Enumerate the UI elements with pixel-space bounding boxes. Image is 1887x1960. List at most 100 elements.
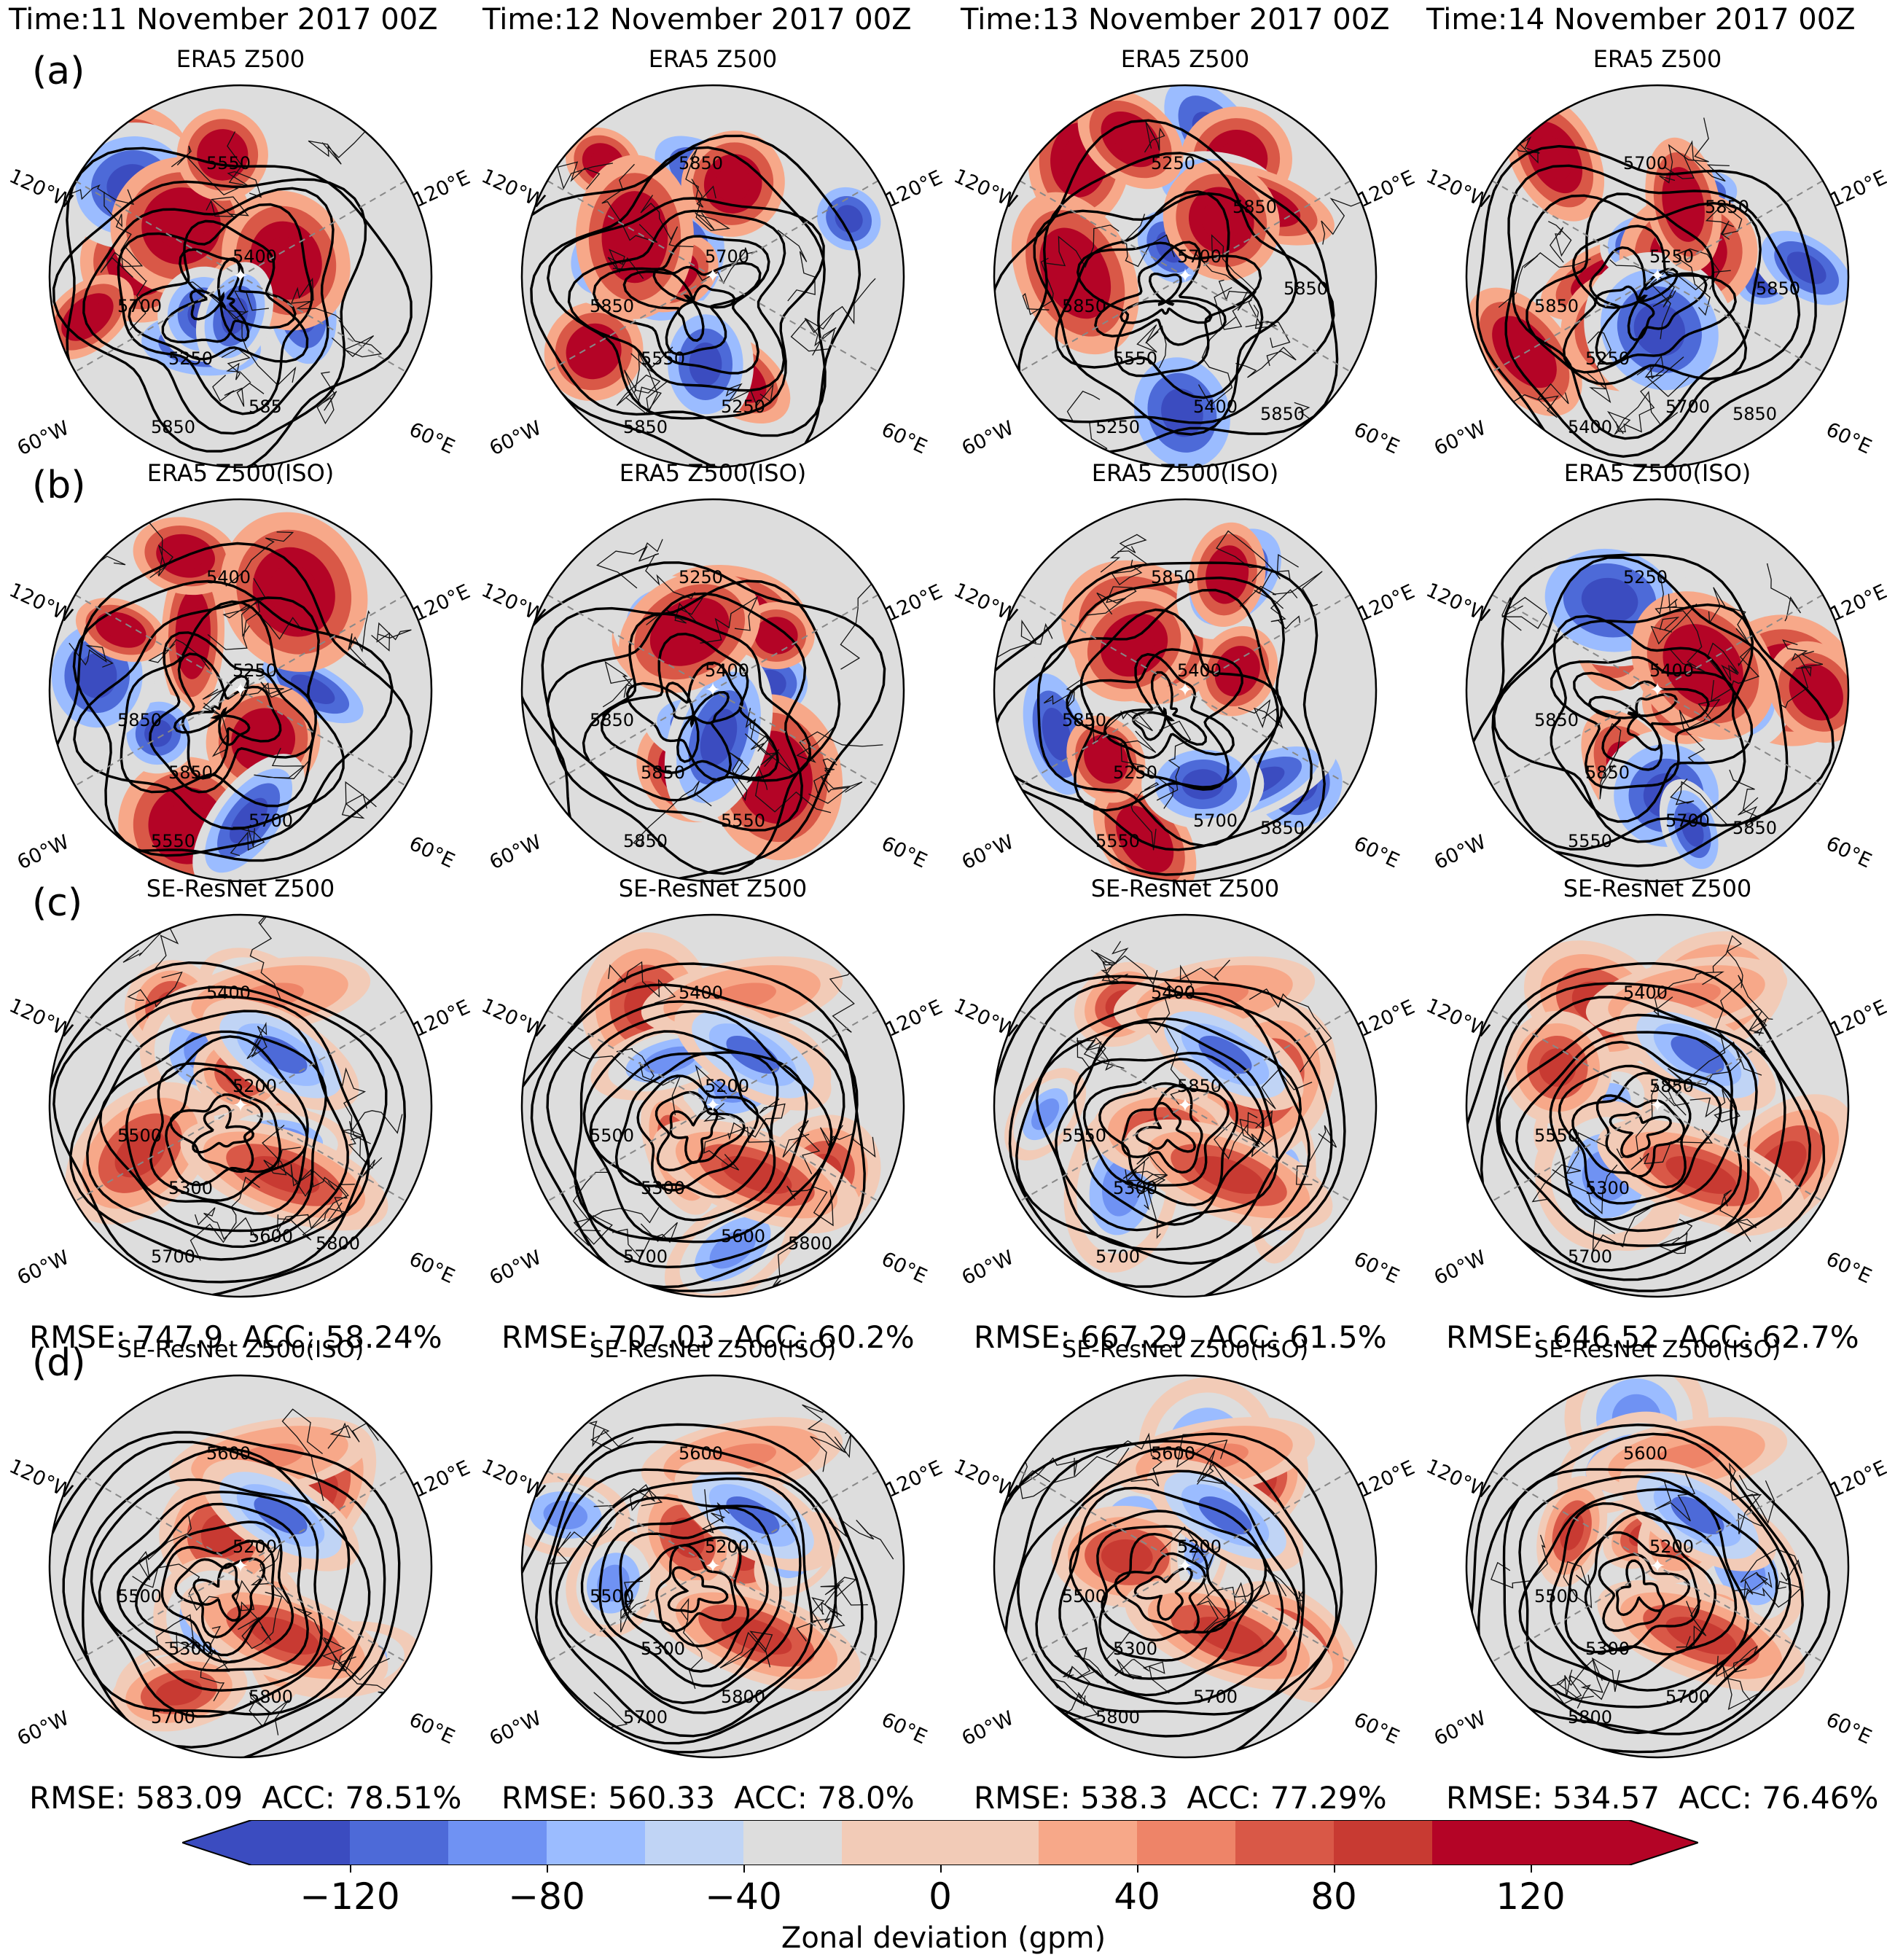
coastline [691, 179, 730, 231]
meridian-line [547, 180, 879, 372]
height-contour [1550, 1502, 1738, 1684]
coastline [1732, 1571, 1773, 1599]
contour-label: 5250 [1649, 246, 1694, 267]
contour-label: 5200 [705, 1537, 749, 1557]
map-boundary [520, 1374, 905, 1759]
coastline [601, 163, 658, 243]
height-contour [1550, 656, 1735, 789]
height-contour [655, 1544, 737, 1633]
height-contour [192, 1562, 241, 1622]
contour-label: 5200 [233, 1076, 277, 1096]
coastline [685, 148, 716, 208]
coastline [1552, 1164, 1618, 1214]
meridian-line [1019, 180, 1351, 372]
height-contour [66, 147, 413, 467]
contour-label: 5800 [1568, 1707, 1612, 1727]
contour-label: 5850 [1585, 762, 1630, 783]
height-contour [580, 1496, 802, 1705]
rmse-value: RMSE: 747.9 [29, 1319, 224, 1355]
height-contour [1096, 1525, 1254, 1662]
coastline [292, 1176, 348, 1219]
anomaly-contour [1665, 1156, 1737, 1194]
anomaly-contour [1223, 655, 1251, 687]
panel-stats: RMSE: 583.09 ACC: 78.51% [29, 1780, 461, 1816]
height-contour [1475, 144, 1817, 467]
height-contour [120, 600, 317, 808]
contour-label: 5850 [1732, 818, 1777, 838]
coastline [1609, 259, 1676, 308]
height-contour [1496, 996, 1786, 1272]
contour-label: 5250 [1151, 153, 1195, 173]
anomaly-contour [268, 564, 319, 620]
contour-label: 5850 [1756, 278, 1800, 299]
coastline [790, 318, 837, 356]
contour-label: 5250 [679, 567, 723, 587]
coastline [1050, 1666, 1090, 1700]
map-boundary [520, 498, 905, 883]
coastline [1255, 1069, 1313, 1129]
contour-label: 5850 [1177, 1076, 1222, 1096]
colorbar-under-arrow [182, 1820, 251, 1865]
panel-title: ERA5 Z500(ISO) [146, 459, 335, 487]
height-contour [1558, 1064, 1722, 1205]
coastline [171, 145, 239, 195]
coastline [1235, 346, 1297, 378]
coastline [1501, 596, 1547, 631]
coastline [342, 1067, 370, 1167]
contour-label: 5400 [206, 567, 251, 587]
height-contour [1120, 272, 1213, 324]
anomaly-contour [71, 302, 103, 332]
north-pole-marker: ✦ [233, 679, 249, 701]
colorbar-tick-label: 80 [1310, 1875, 1357, 1918]
height-contour [82, 1448, 371, 1716]
height-contour [994, 1432, 1343, 1757]
polar-stereographic-map: ✦ 5550 5850 5300 5400 5700 [1465, 913, 1850, 1298]
map-panel: SE-ResNet Z500(ISO) ✦ 5500 5200 5300 5600 5700… [0, 1335, 481, 1838]
height-contour [1016, 1447, 1305, 1716]
contour-label: 5500 [1534, 1586, 1579, 1606]
panel-title: SE-ResNet Z500 [1090, 875, 1280, 902]
contour-label: 5500 [590, 1586, 634, 1606]
panel-stats: RMSE: 747.9 ACC: 58.24% [29, 1319, 442, 1355]
coastline [249, 1692, 289, 1736]
contour-label: 5550 [1095, 831, 1140, 851]
contour-label: 5700 [1193, 1687, 1238, 1707]
coastline [65, 184, 134, 206]
coastline [1249, 988, 1332, 1073]
colorbar-cell [645, 1820, 744, 1865]
coastline [230, 826, 265, 856]
coastline [639, 553, 696, 599]
north-pole-marker: ✦ [233, 1095, 249, 1117]
height-contour [652, 268, 736, 342]
height-contour [1609, 1112, 1672, 1158]
anomaly-contour [614, 208, 655, 265]
height-contour [530, 146, 827, 437]
polar-stereographic-map: ✦ 5500 5200 5300 5600 5700 5800 [48, 1374, 433, 1759]
colorbar-cell [251, 1820, 351, 1865]
contour-label: 5400 [233, 246, 277, 267]
coastline [1270, 589, 1301, 630]
height-contour [149, 1062, 309, 1202]
panel-title: SE-ResNet Z500 [146, 875, 335, 902]
height-contour [549, 1468, 837, 1738]
contour-label: 5700 [1623, 153, 1668, 173]
north-pole-marker: ✦ [1177, 1095, 1193, 1117]
colorbar-over-arrow [1629, 1820, 1698, 1865]
coastline [1778, 650, 1824, 708]
coastline [1505, 383, 1569, 418]
coastline [633, 781, 712, 847]
panel-title: ERA5 Z500(ISO) [619, 459, 807, 487]
anomaly-contour [1193, 1156, 1265, 1194]
north-pole-marker: ✦ [1649, 679, 1665, 701]
height-contour [546, 1000, 845, 1269]
anomaly-contour [254, 1496, 308, 1535]
colorbar [182, 1820, 1698, 1865]
map-panel: SE-ResNet Z500 ✦ 5500 5200 5300 5400 5700 5600 5… [0, 875, 481, 1378]
coastline [100, 251, 148, 331]
contour-label: 5800 [316, 1233, 360, 1254]
column-time-1: Time:11 November 2017 00Z [9, 3, 438, 36]
coastline [1491, 1534, 1548, 1589]
coastline [1606, 391, 1679, 435]
height-contour [636, 1074, 759, 1192]
height-contour [1573, 671, 1710, 771]
